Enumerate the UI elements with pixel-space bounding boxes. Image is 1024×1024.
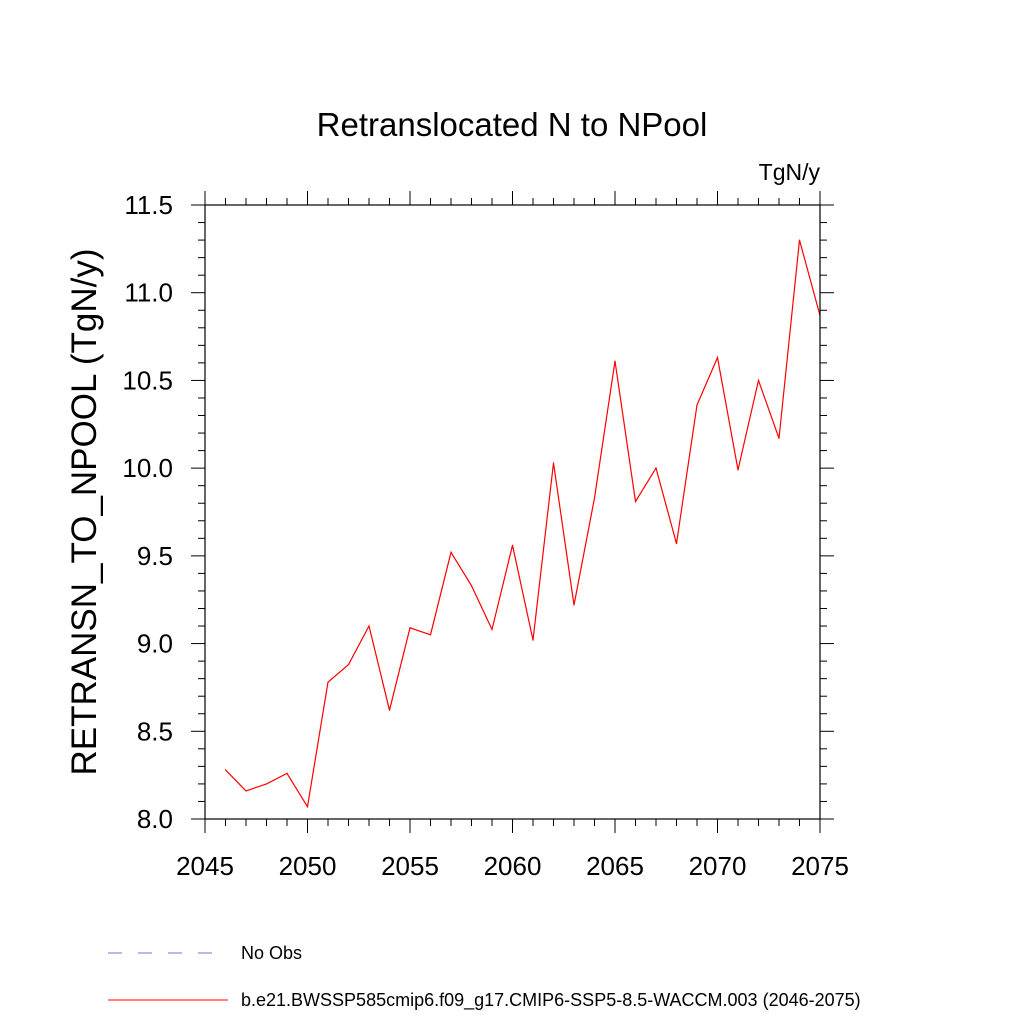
legend: No Obs b.e21.BWSSP585cmip6.f09_g17.CMIP6… [108,943,861,1011]
y-tick-label: 8.0 [137,804,173,834]
data-point [245,790,247,792]
data-point [737,469,739,471]
data-point [429,634,432,636]
x-tick-label: 2055 [381,851,439,881]
y-tick-labels: 8.0 8.5 9.0 9.5 10.0 10.5 11.0 11.5 [122,190,173,834]
x-tick-label: 2065 [586,851,644,881]
chart-title: Retranslocated N to NPool [317,106,708,143]
data-point [573,604,575,606]
plot-frame [204,204,821,820]
y-tick-label: 8.5 [137,716,173,746]
data-point [450,551,452,553]
data-point [757,379,760,382]
y-tick-label: 9.0 [137,629,173,659]
data-point [286,772,288,774]
data-point [634,500,637,503]
data-point [552,462,555,464]
y-tick-label: 11.5 [124,190,173,220]
x-tick-label: 2075 [791,851,849,881]
data-point [675,542,678,545]
x-tick-label: 2070 [689,851,747,881]
data-point [778,437,780,439]
data-point [593,497,596,499]
y-tick-label: 9.5 [137,541,173,571]
x-tick-label: 2050 [279,851,337,881]
y-tick-label: 10.5 [122,365,173,395]
data-point [696,404,698,406]
data-point [491,628,493,631]
data-point [470,585,473,587]
data-point [798,239,801,241]
data-point [388,709,391,711]
axis-ticks [191,191,834,833]
data-point [409,627,411,629]
data-series [224,239,821,809]
data-point [532,639,534,641]
y-tick-label: 11.0 [124,278,173,308]
legend-label-model: b.e21.BWSSP585cmip6.f09_g17.CMIP6-SSP5-8… [241,990,861,1011]
y-tick-label: 10.0 [122,453,173,483]
data-point [265,783,268,785]
x-tick-labels: 2045 2050 2055 2060 2065 2070 2075 [176,851,849,881]
x-tick-label: 2045 [176,851,234,881]
units-label: TgN/y [759,159,821,185]
legend-label-no-obs: No Obs [241,943,302,963]
series-line [225,239,821,809]
data-point [511,544,514,546]
y-axis-label: RETRANSN_TO_NPOOL (TgN/y) [65,248,104,775]
data-point [347,664,350,666]
x-tick-label: 2060 [484,851,542,881]
data-point [716,357,719,359]
data-point [327,681,329,683]
data-point [614,360,616,362]
data-point [224,769,227,771]
data-point [368,625,370,627]
data-point [655,467,657,469]
data-point [306,806,309,808]
